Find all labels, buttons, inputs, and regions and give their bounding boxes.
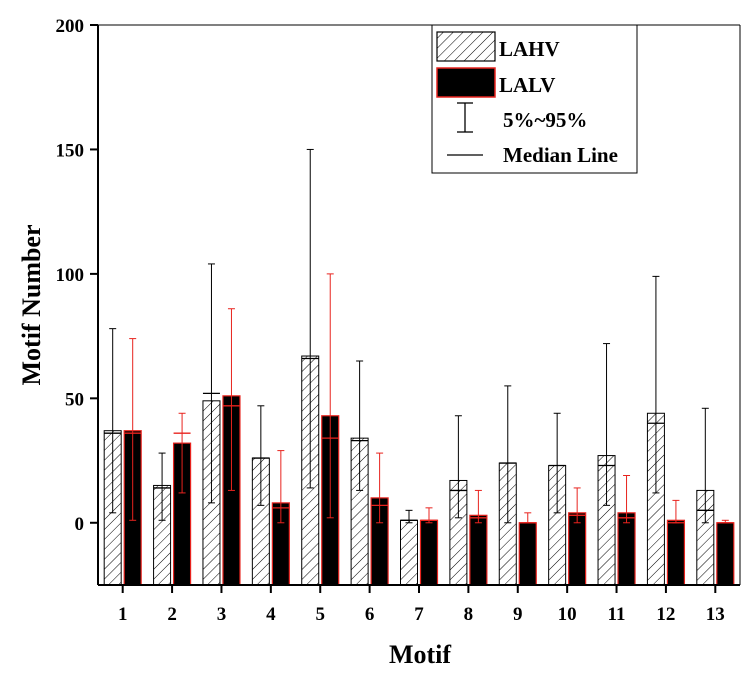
bar-group-lalv-12: [666, 499, 686, 586]
bar-group-lahv-1: [103, 328, 122, 586]
x-tick-label: 5: [315, 604, 325, 625]
bar-group-lalv-7: [419, 507, 439, 586]
x-tick-label: 4: [266, 604, 276, 625]
legend-label-lahv: LAHV: [499, 37, 560, 61]
bar-lalv: [716, 522, 735, 586]
y-tick-label: 200: [56, 16, 85, 37]
x-tick-label: 9: [513, 604, 523, 625]
bar-lalv: [617, 512, 636, 586]
legend-label-median: Median Line: [503, 143, 618, 167]
bar-group-lalv-9: [518, 512, 537, 586]
legend-errorbar-symbol: [457, 102, 473, 133]
bar-group-lahv-8: [449, 415, 468, 586]
bar-group-lahv-7: [400, 509, 418, 586]
bar-group-lahv-13: [696, 407, 715, 586]
bar-group-lalv-8: [469, 489, 488, 586]
x-axis-title: Motif: [389, 640, 451, 669]
x-tick-label: 7: [414, 604, 424, 625]
bar-lalv: [666, 519, 686, 586]
x-tick-label: 3: [217, 604, 227, 625]
bar-group-lahv-11: [597, 343, 616, 586]
bar-lalv: [518, 522, 537, 586]
y-tick-label: 150: [56, 140, 85, 161]
x-tick-label: 2: [167, 604, 177, 625]
x-tick-label: 8: [464, 604, 474, 625]
legend-label-percentile: 5%~95%: [503, 108, 587, 132]
bar-group-lalv-11: [617, 474, 636, 586]
bar-group-lalv-6: [370, 452, 389, 586]
bar-lalv: [419, 519, 439, 586]
x-tick-label: 6: [365, 604, 375, 625]
axes: [97, 24, 741, 586]
y-axis-title: Motif Number: [17, 224, 46, 385]
bar-group-lalv-10: [568, 487, 587, 586]
x-tick-label: 11: [608, 604, 626, 625]
bar-group-lalv-3: [222, 308, 241, 586]
y-tick-label: 0: [75, 514, 85, 535]
bar-group-lahv-3: [202, 263, 221, 586]
x-tick-label: 12: [656, 604, 675, 625]
bar-group-lahv-4: [251, 405, 270, 586]
bars: [103, 148, 735, 586]
bar-group-lalv-5: [321, 273, 340, 586]
bar-group-lahv-2: [153, 452, 172, 586]
legend-label-lalv: LALV: [499, 73, 555, 97]
bar-group-lalv-4: [271, 450, 290, 586]
bar-lalv: [469, 514, 488, 586]
x-tick-label: 13: [706, 604, 725, 625]
bar-group-lahv-6: [350, 360, 369, 586]
x-tick-label: 10: [558, 604, 577, 625]
bar-group-lahv-5: [301, 148, 320, 586]
bar-group-lahv-12: [646, 275, 665, 586]
bar-lalv: [568, 512, 587, 586]
legend-swatch-lahv: [436, 31, 496, 62]
bar-group-lalv-1: [123, 338, 142, 586]
bar-group-lahv-9: [498, 385, 517, 586]
y-tick-label: 100: [56, 265, 85, 286]
bar-group-lahv-10: [548, 412, 567, 586]
bar-group-lalv-2: [172, 412, 192, 586]
legend-swatch-lalv: [436, 67, 496, 98]
bar-group-lalv-13: [716, 519, 735, 586]
y-tick-label: 50: [65, 389, 84, 410]
x-tick-label: 1: [118, 604, 128, 625]
legend: LAHV LALV 5%~95% Median Line: [431, 24, 638, 174]
bar-lahv: [400, 519, 418, 586]
